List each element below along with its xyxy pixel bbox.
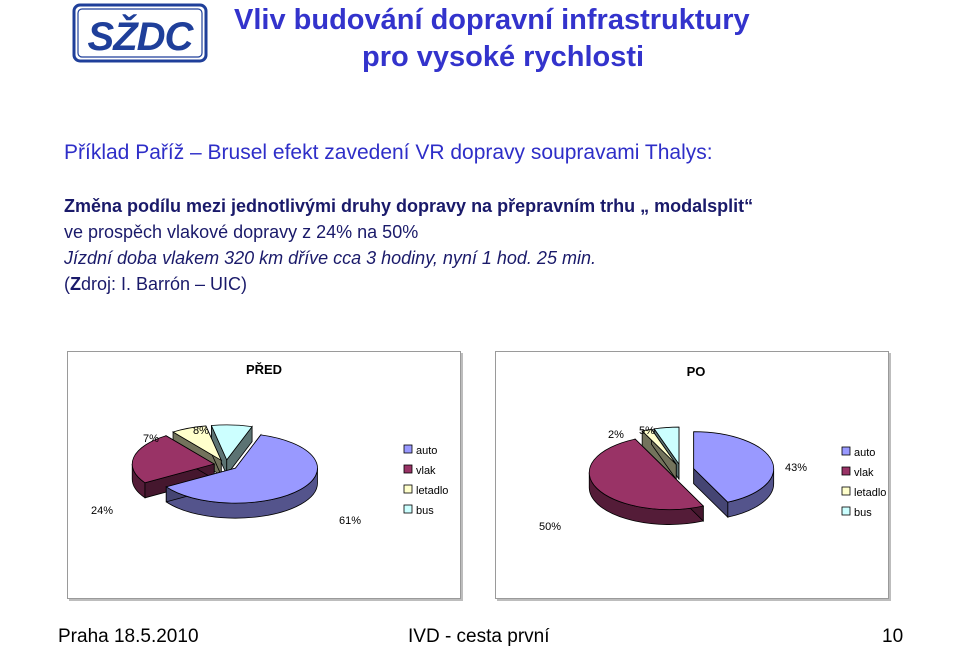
- data-label-bus: 5%: [639, 425, 655, 437]
- legend-label-vlak: vlak: [854, 467, 874, 479]
- example-heading: Příklad Paříž – Brusel efekt zavedení VR…: [64, 141, 713, 164]
- chart-before: PŘED 61% 24% 7% 8% auto vlak letadlo bus: [67, 351, 461, 599]
- pie-slice-auto: [693, 431, 775, 519]
- legend-label-auto: auto: [854, 447, 875, 459]
- pie-slice-vlak: [588, 438, 705, 525]
- source-prefix: (: [64, 274, 70, 294]
- slice-top: [641, 428, 677, 465]
- source-rest: droj: I. Barrón – UIC): [81, 274, 248, 294]
- body-line-modalsplit: Změna podílu mezi jednotlivými druhy dop…: [64, 196, 754, 216]
- legend-label-letadlo: letadlo: [416, 485, 448, 497]
- legend-label-bus: bus: [854, 507, 872, 519]
- legend-label-auto: auto: [416, 445, 437, 457]
- source-bold-letter: Z: [70, 274, 81, 294]
- data-label-bus: 8%: [193, 425, 209, 437]
- body-line-source: (Zdroj: I. Barrón – UIC): [64, 272, 247, 296]
- legend-swatch-letadlo: [841, 486, 851, 496]
- data-label-vlak: 24%: [91, 505, 113, 517]
- chart-title: PO: [687, 364, 706, 379]
- footer-date: Praha 18.5.2010: [58, 626, 199, 647]
- slice-top: [165, 434, 318, 504]
- legend-swatch-vlak: [403, 464, 413, 474]
- pie-chart-svg: PŘED 61% 24% 7% 8% auto vlak letadlo bus: [91, 362, 448, 527]
- data-label-auto: 43%: [785, 462, 807, 474]
- legend-swatch-auto: [403, 444, 413, 454]
- pie-slice-auto: [165, 433, 318, 519]
- legend-swatch-auto: [841, 446, 851, 456]
- data-label-auto: 61%: [339, 515, 361, 527]
- chart-after: PO 43% 50% 2% 5% auto vlak letadlo bus: [495, 351, 889, 599]
- legend-label-bus: bus: [416, 505, 434, 517]
- pie-slice-bus: [210, 424, 253, 477]
- pie-chart-svg: PO 43% 50% 2% 5% auto vlak letadlo bus: [539, 364, 886, 533]
- chart-title: PŘED: [246, 362, 282, 377]
- page-title-line-2: pro vysoké rychlosti: [362, 41, 645, 73]
- slice-top: [172, 425, 223, 462]
- legend-swatch-bus: [403, 504, 413, 514]
- szdc-logo: SŽDC: [72, 3, 208, 63]
- legend-swatch-bus: [841, 506, 851, 516]
- body-line-share: ve prospěch vlakové dopravy z 24% na 50%: [64, 222, 419, 242]
- pie-slice-vlak: [131, 435, 216, 499]
- data-label-letadlo: 2%: [608, 429, 624, 441]
- slice-top: [131, 435, 216, 484]
- page-title-line-1: Vliv budování dopravní infrastruktury: [234, 4, 750, 36]
- slice-top: [653, 426, 680, 466]
- legend-swatch-letadlo: [403, 484, 413, 494]
- body-line-travel-time: Jízdní doba vlakem 320 km dříve cca 3 ho…: [64, 248, 596, 268]
- slice-top: [588, 438, 705, 510]
- footer-event: IVD - cesta první: [408, 626, 550, 647]
- slice-top: [210, 424, 253, 461]
- data-label-vlak: 50%: [539, 521, 561, 533]
- legend-swatch-vlak: [841, 466, 851, 476]
- slice-top: [693, 431, 775, 503]
- data-label-letadlo: 7%: [143, 433, 159, 445]
- legend-label-vlak: vlak: [416, 465, 436, 477]
- footer-page-number: 10: [882, 626, 904, 647]
- svg-text:SŽDC: SŽDC: [88, 13, 195, 59]
- legend-label-letadlo: letadlo: [854, 487, 886, 499]
